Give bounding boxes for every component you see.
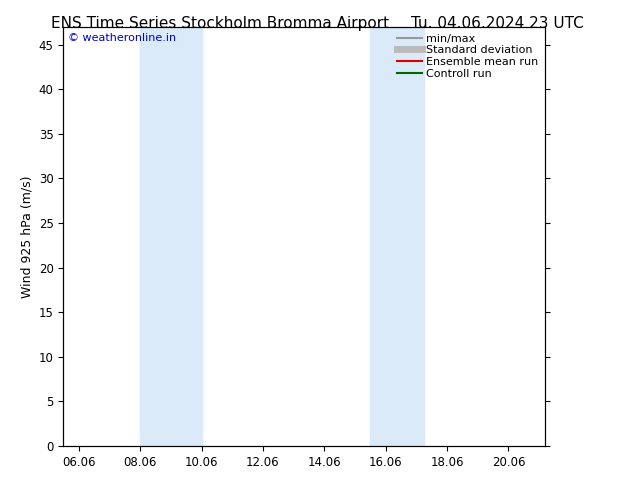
Legend: min/max, Standard deviation, Ensemble mean run, Controll run: min/max, Standard deviation, Ensemble me… xyxy=(396,32,540,80)
Bar xyxy=(370,27,424,446)
Bar xyxy=(140,27,202,446)
Text: ENS Time Series Stockholm Bromma Airport: ENS Time Series Stockholm Bromma Airport xyxy=(51,16,389,31)
Text: © weatheronline.in: © weatheronline.in xyxy=(68,33,176,43)
Text: Tu. 04.06.2024 23 UTC: Tu. 04.06.2024 23 UTC xyxy=(411,16,583,31)
Y-axis label: Wind 925 hPa (m/s): Wind 925 hPa (m/s) xyxy=(20,175,33,298)
